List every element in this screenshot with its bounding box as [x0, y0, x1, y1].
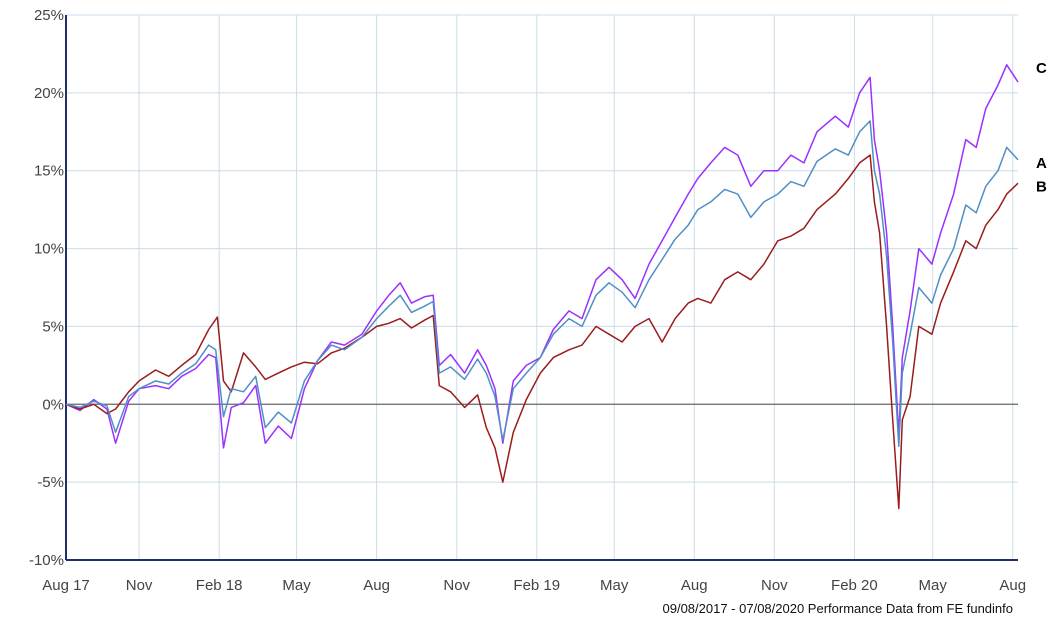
y-tick-label: 25%: [34, 7, 64, 24]
y-tick-label: 10%: [34, 241, 64, 258]
x-tick-label: Nov: [443, 577, 470, 594]
x-tick-label: May: [282, 577, 311, 594]
x-tick-label: May: [600, 577, 629, 594]
grid: [65, 14, 1018, 561]
axes: [65, 15, 1018, 561]
series-line-a: [65, 120, 1019, 448]
y-tick-label: -10%: [29, 552, 64, 569]
x-tick-label: Feb 20: [831, 577, 878, 594]
y-tick-label: 15%: [34, 163, 64, 180]
series-end-label: B: [1036, 178, 1047, 195]
series-end-label: C: [1036, 60, 1047, 77]
tick-labels: -10% -5% 0% 5% 10% 15% 20% 25% Aug 17 Nov Feb 18 Ma…: [29, 7, 1026, 594]
x-tick-label: Nov: [126, 577, 153, 594]
chart-caption: 09/08/2017 - 07/08/2020 Performance Data…: [663, 601, 1014, 616]
y-tick-label: 0%: [42, 396, 64, 413]
series-line-c: [65, 64, 1019, 449]
x-tick-label: Aug 17: [42, 577, 90, 594]
x-tick-label: Aug: [681, 577, 708, 594]
x-tick-label: May: [919, 577, 948, 594]
x-tick-label: Aug: [363, 577, 390, 594]
series-labels: AB C: [1036, 60, 1047, 195]
y-tick-label: 5%: [42, 318, 64, 335]
series-line-b: [65, 154, 1019, 510]
series-lines: [65, 64, 1019, 510]
x-tick-label: Aug: [999, 577, 1026, 594]
series-end-label: A: [1036, 155, 1047, 172]
x-tick-label: Feb 18: [196, 577, 243, 594]
y-tick-label: -5%: [37, 474, 64, 491]
y-tick-label: 20%: [34, 85, 64, 102]
x-tick-label: Feb 19: [513, 577, 560, 594]
x-tick-label: Nov: [761, 577, 788, 594]
